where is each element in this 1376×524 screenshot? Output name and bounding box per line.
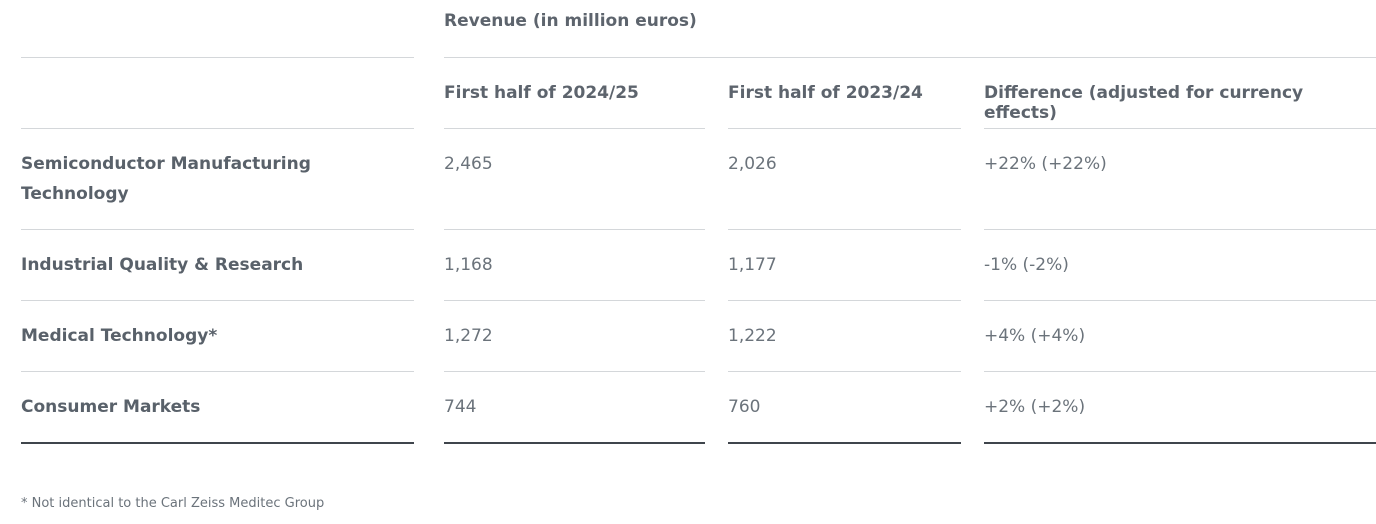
row-label-consumer: Consumer Markets bbox=[21, 397, 201, 417]
divider bbox=[444, 128, 705, 129]
cell-value: 2,026 bbox=[728, 154, 777, 174]
row-label-semiconductor: Semiconductor Manufacturing Technology bbox=[21, 149, 311, 209]
table-bottom-rule bbox=[728, 442, 961, 444]
divider bbox=[21, 371, 414, 372]
divider bbox=[984, 371, 1376, 372]
cell-value: 1,177 bbox=[728, 255, 777, 275]
group-header: Revenue (in million euros) bbox=[444, 11, 697, 31]
cell-value: +2% (+2%) bbox=[984, 397, 1086, 417]
cell-value: 1,168 bbox=[444, 255, 493, 275]
divider bbox=[444, 300, 705, 301]
cell-value: 1,272 bbox=[444, 326, 493, 346]
cell-value: +4% (+4%) bbox=[984, 326, 1086, 346]
cell-value: +22% (+22%) bbox=[984, 154, 1107, 174]
divider bbox=[21, 57, 414, 58]
divider bbox=[21, 128, 414, 129]
row-label-line: Technology bbox=[21, 184, 129, 204]
table-bottom-rule bbox=[444, 442, 705, 444]
divider bbox=[984, 300, 1376, 301]
cell-value: -1% (-2%) bbox=[984, 255, 1069, 275]
row-label-line: Semiconductor Manufacturing bbox=[21, 154, 311, 174]
column-header-difference: Difference (adjusted for currency effect… bbox=[984, 83, 1304, 123]
cell-value: 744 bbox=[444, 397, 477, 417]
divider bbox=[444, 229, 705, 230]
divider bbox=[984, 229, 1376, 230]
divider bbox=[984, 128, 1376, 129]
divider bbox=[21, 229, 414, 230]
column-header-2024-25: First half of 2024/25 bbox=[444, 83, 639, 103]
column-header-2023-24: First half of 2023/24 bbox=[728, 83, 923, 103]
divider bbox=[728, 128, 961, 129]
row-label-industrial: Industrial Quality & Research bbox=[21, 255, 304, 275]
table-bottom-rule bbox=[984, 442, 1376, 444]
divider bbox=[444, 371, 705, 372]
footnote: * Not identical to the Carl Zeiss Medite… bbox=[21, 496, 325, 511]
cell-value: 2,465 bbox=[444, 154, 493, 174]
row-label-medical: Medical Technology* bbox=[21, 326, 218, 346]
cell-value: 760 bbox=[728, 397, 761, 417]
divider bbox=[728, 300, 961, 301]
divider bbox=[728, 229, 961, 230]
divider bbox=[728, 371, 961, 372]
divider bbox=[21, 300, 414, 301]
cell-value: 1,222 bbox=[728, 326, 777, 346]
divider bbox=[444, 57, 1376, 58]
table-bottom-rule bbox=[21, 442, 414, 444]
